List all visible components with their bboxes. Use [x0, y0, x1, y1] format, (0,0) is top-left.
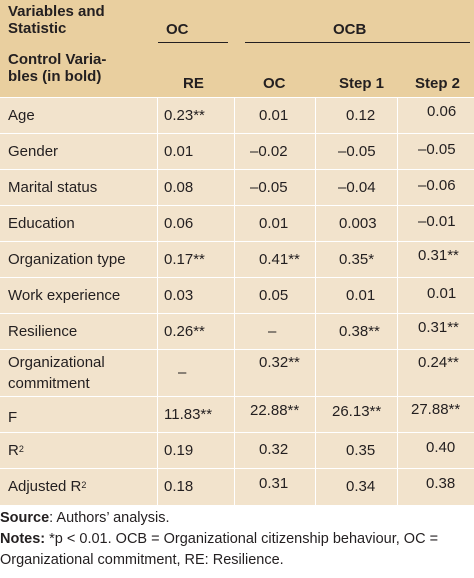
cell-step2: 0.01	[427, 285, 457, 302]
row-label: Organizational commitment	[8, 354, 105, 392]
row-label: Marital status	[8, 179, 98, 196]
row-label: Education	[8, 215, 75, 232]
header-col-step2: Step 2	[415, 75, 461, 92]
row-label-superscript: 2	[18, 444, 24, 454]
column-divider	[234, 97, 235, 505]
header-variables-line2: Statistic	[8, 20, 67, 37]
cell-step1: 0.003	[339, 215, 377, 232]
cell-oc: –	[268, 323, 277, 340]
header-variables-statistic: Variables and Statistic	[8, 3, 105, 37]
table-footnotes: Source: Authors’ analysis. Notes: *p < 0…	[0, 508, 474, 571]
row-label-superscript: 2	[81, 480, 87, 490]
table-row: Resilience 0.26** – 0.38** 0.31**	[0, 313, 474, 349]
cell-step2: 0.31**	[418, 319, 459, 336]
row-label: Gender	[8, 143, 59, 160]
header-control-line1: Control Varia-	[8, 51, 107, 68]
row-label: R2	[8, 442, 24, 459]
row-label: Work experience	[8, 287, 121, 304]
row-label: Age	[8, 107, 35, 124]
cell-oc: 0.05	[259, 287, 289, 304]
source-label: Source	[0, 510, 50, 526]
cell-step2: –0.01	[418, 213, 456, 230]
ocb-group-rule	[245, 42, 470, 43]
cell-re: 0.17**	[164, 251, 205, 268]
cell-step2: 0.38	[426, 475, 456, 492]
table-row: F 11.83** 22.88** 26.13** 27.88**	[0, 396, 474, 432]
cell-oc: –0.02	[250, 143, 288, 160]
table-row: Education 0.06 0.01 0.003 –0.01	[0, 205, 474, 241]
table-row: Organizational commitment – 0.32** 0.24*…	[0, 349, 474, 396]
cell-step1: 0.35*	[339, 251, 375, 268]
header-col-oc: OC	[263, 75, 286, 92]
cell-oc: –0.05	[250, 179, 288, 196]
cell-step1: 0.01	[346, 287, 376, 304]
cell-re: 0.03	[164, 287, 194, 304]
header-control-variables: Control Varia- bles (in bold)	[8, 51, 106, 85]
source-note: Source: Authors’ analysis.	[0, 508, 474, 529]
table-row: Work experience 0.03 0.05 0.01 0.01	[0, 277, 474, 313]
source-text: : Authors’ analysis.	[49, 510, 170, 526]
cell-step1: 0.35	[346, 442, 376, 459]
row-label: F	[8, 409, 18, 426]
notes-text-line1: *p < 0.01. OCB = Organizational citizens…	[45, 531, 439, 547]
cell-step2: 0.06	[427, 103, 457, 120]
cell-step1: 0.12	[346, 107, 376, 124]
results-table: Variables and Statistic OC OCB Control V…	[0, 0, 474, 505]
table-row: Marital status 0.08 –0.05 –0.04 –0.06	[0, 169, 474, 205]
table-row: Adjusted R2 0.18 0.31 0.34 0.38	[0, 468, 474, 506]
notes-continuation: Organizational commitment, RE: Resilienc…	[0, 552, 284, 568]
table-row: R2 0.19 0.32 0.35 0.40	[0, 432, 474, 468]
cell-step1: –0.04	[338, 179, 376, 196]
header-col-re: RE	[183, 75, 204, 92]
cell-oc: 0.32	[259, 441, 289, 458]
cell-step2: –0.05	[418, 141, 456, 158]
cell-step1: 0.34	[346, 478, 376, 495]
row-label: Adjusted R2	[8, 478, 86, 495]
cell-oc: 0.01	[259, 107, 289, 124]
cell-re: 0.06	[164, 215, 194, 232]
cell-step2: 0.40	[426, 439, 456, 456]
cell-step1: 0.38**	[339, 323, 380, 340]
column-divider	[157, 97, 158, 505]
row-label-line1: Organizational	[8, 354, 105, 371]
cell-re: 0.26**	[164, 323, 205, 340]
cell-oc: 0.32**	[259, 354, 300, 371]
cell-step2: 0.31**	[418, 247, 459, 264]
header-control-line2: bles (in bold)	[8, 68, 102, 85]
column-divider	[315, 97, 316, 505]
column-divider	[397, 97, 398, 505]
cell-oc: 22.88**	[250, 402, 300, 419]
table-row: Gender 0.01 –0.02 –0.05 –0.05	[0, 133, 474, 169]
row-label: Resilience	[8, 323, 78, 340]
notes-line: Notes: *p < 0.01. OCB = Organizational c…	[0, 529, 474, 550]
cell-re: 0.08	[164, 179, 194, 196]
cell-step2: –0.06	[418, 177, 456, 194]
header-oc-group: OC	[166, 21, 189, 38]
cell-step2: 0.24**	[418, 354, 459, 371]
cell-oc: 0.31	[259, 475, 289, 492]
cell-step2: 27.88**	[411, 401, 461, 418]
table-header: Variables and Statistic OC OCB Control V…	[0, 0, 474, 97]
cell-step1: 26.13**	[332, 403, 382, 420]
header-variables-line1: Variables and	[8, 3, 105, 20]
header-ocb-group: OCB	[333, 21, 367, 38]
row-label-line2: commitment	[8, 375, 90, 392]
cell-step1: –0.05	[338, 143, 376, 160]
cell-re: –	[178, 364, 187, 381]
cell-oc: 0.41**	[259, 251, 300, 268]
row-label-text: R	[8, 442, 19, 459]
header-col-step1: Step 1	[339, 75, 385, 92]
cell-re: 0.18	[164, 478, 194, 495]
cell-oc: 0.01	[259, 215, 289, 232]
cell-re: 0.23**	[164, 107, 205, 124]
cell-re: 11.83**	[164, 406, 213, 423]
row-label: Organization type	[8, 251, 126, 268]
row-label-text: Adjusted R	[8, 478, 82, 495]
table-row: Age 0.23** 0.01 0.12 0.06	[0, 97, 474, 133]
cell-re: 0.01	[164, 143, 194, 160]
oc-group-rule	[158, 42, 228, 43]
table-row: Organization type 0.17** 0.41** 0.35* 0.…	[0, 241, 474, 277]
cell-re: 0.19	[164, 442, 194, 459]
notes-label: Notes:	[0, 531, 46, 547]
